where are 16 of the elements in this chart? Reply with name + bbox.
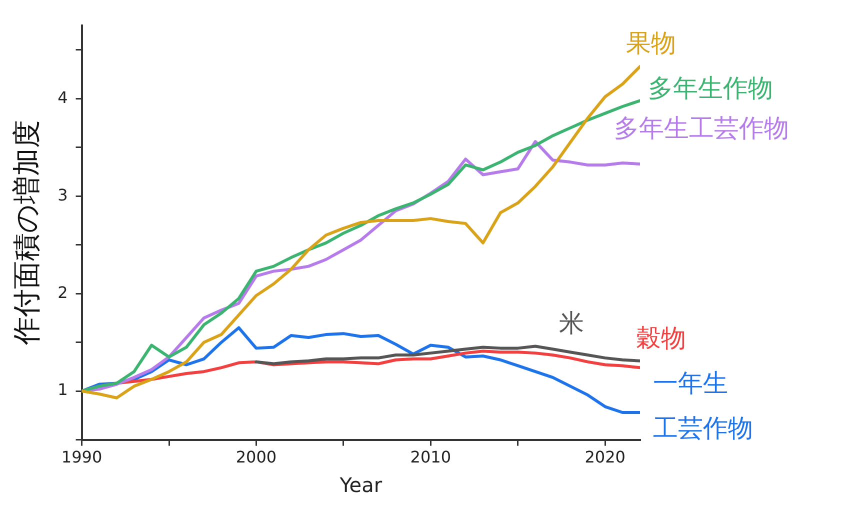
x-tick-label: 1990 <box>61 448 102 467</box>
y-axis-title: 作付面積の増加度 <box>10 120 44 346</box>
series-label: 果物 <box>626 28 676 58</box>
y-tick-label: 2 <box>58 282 68 302</box>
x-tick-label: 2020 <box>584 448 626 467</box>
x-axis-title: Year <box>338 473 383 498</box>
x-tick-label: 2000 <box>236 448 277 467</box>
series-label: 一年生工芸作物 <box>653 368 753 442</box>
series-label: 米 <box>559 308 584 338</box>
x-tick-label: 2010 <box>410 448 452 467</box>
series-label: 多年生作物 <box>648 74 773 102</box>
y-tick-label: 3 <box>58 185 68 204</box>
y-tick-label: 4 <box>58 88 68 107</box>
series-label: 多年生工芸作物 <box>614 114 789 142</box>
series-label: 穀物 <box>636 324 686 352</box>
y-tick-label: 1 <box>58 380 68 400</box>
